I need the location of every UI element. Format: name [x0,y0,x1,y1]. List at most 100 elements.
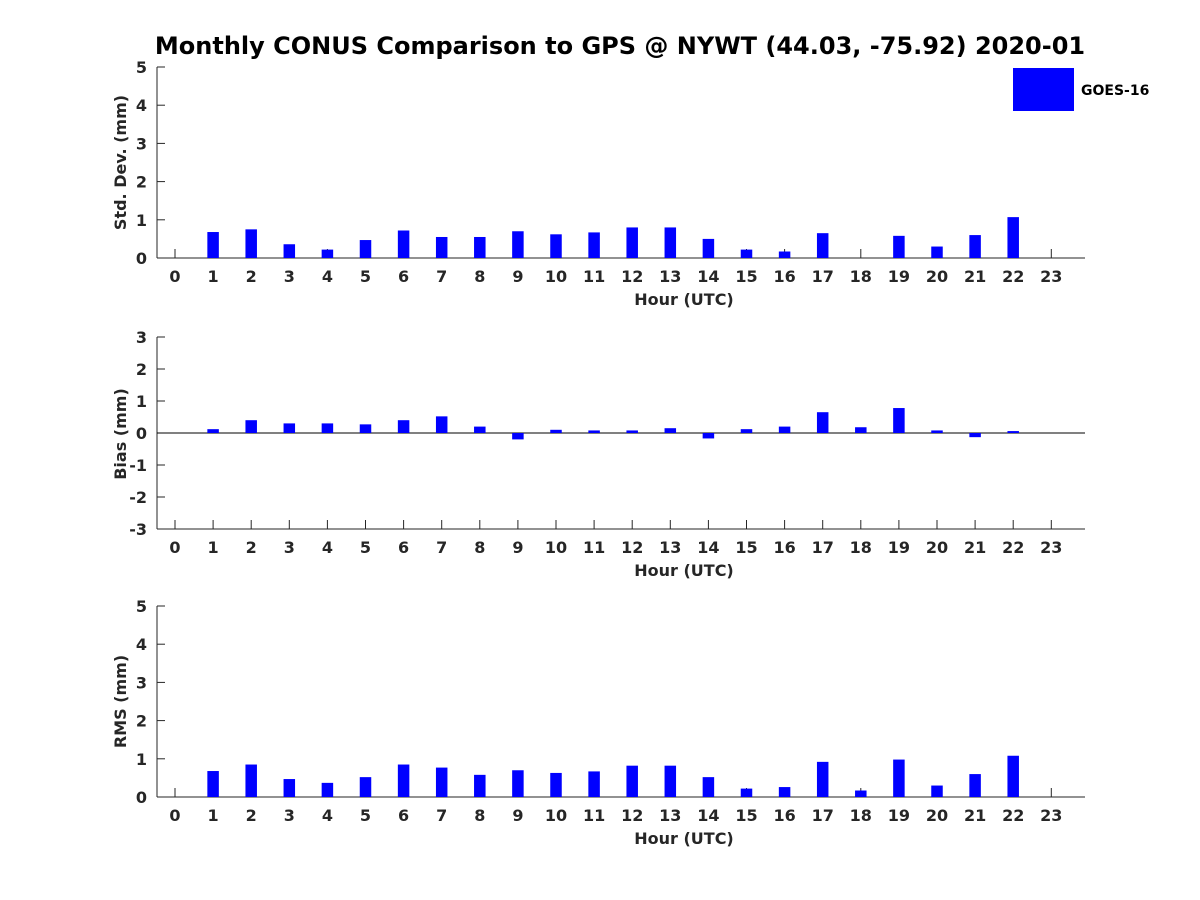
x-tick-label: 9 [512,538,523,557]
x-axis-label: Hour (UTC) [634,561,734,580]
x-tick-label: 18 [850,267,872,286]
y-tick-label: -2 [129,488,147,507]
bar-hour-7 [435,236,448,258]
x-tick-label: 11 [583,806,605,825]
bar-hour-10 [550,234,562,258]
y-tick-label: 0 [136,788,147,807]
bar-hour-4 [321,782,334,797]
x-tick-label: 2 [246,267,257,286]
x-tick-label: 1 [208,267,219,286]
bar-hour-1 [207,771,219,797]
x-tick-label: 22 [1002,806,1024,825]
x-tick-label: 14 [697,267,719,286]
bar-hour-1 [207,232,219,258]
bar-hour-21 [969,774,981,797]
y-tick-label: 1 [136,211,147,230]
y-tick-label: 1 [136,392,147,411]
x-tick-label: 21 [964,538,986,557]
legend: GOES-16 [1013,68,1149,111]
bar-hour-13 [664,428,677,433]
bar-hour-7 [435,767,448,797]
bar-hour-17 [816,233,829,258]
bar-hour-12 [626,430,638,433]
x-tick-label: 5 [360,267,371,286]
bar-hour-2 [245,420,257,433]
x-tick-label: 15 [735,806,757,825]
x-tick-label: 18 [850,806,872,825]
x-tick-label: 10 [545,267,567,286]
bar-hour-15 [740,788,753,797]
y-tick-label: 0 [136,249,147,268]
bar-hour-9 [512,433,524,440]
x-tick-label: 23 [1040,806,1062,825]
x-tick-label: 4 [322,538,333,557]
y-tick-label: 5 [136,597,147,616]
x-tick-label: 0 [169,267,180,286]
bar-hour-2 [245,229,257,258]
x-tick-label: 9 [512,806,523,825]
x-tick-label: 23 [1040,267,1062,286]
y-tick-label: 3 [136,328,147,347]
x-tick-label: 20 [926,538,948,557]
x-tick-label: 22 [1002,538,1024,557]
x-tick-label: 17 [812,538,834,557]
x-tick-label: 14 [697,806,719,825]
legend-label: GOES-16 [1081,83,1149,99]
x-tick-label: 0 [169,538,180,557]
bar-hour-20 [931,785,943,797]
bar-hour-10 [550,772,562,797]
x-tick-label: 8 [474,538,485,557]
x-tick-label: 3 [284,806,295,825]
bar-hour-14 [702,238,715,258]
x-tick-label: 16 [773,538,795,557]
x-tick-label: 1 [208,806,219,825]
bar-hour-5 [359,424,372,433]
bar-hour-19 [893,408,905,433]
bar-hour-1 [207,429,219,433]
x-tick-label: 13 [659,267,681,286]
bar-hour-11 [588,771,600,797]
x-tick-label: 8 [474,267,485,286]
bar-hour-20 [931,246,943,258]
x-tick-label: 2 [246,538,257,557]
y-tick-label: 4 [136,635,147,654]
x-tick-label: 4 [322,267,333,286]
bar-hour-5 [359,777,372,797]
y-tick-label: 2 [136,173,147,192]
x-tick-label: 7 [436,538,447,557]
x-tick-label: 11 [583,267,605,286]
bar-hour-22 [1007,755,1019,797]
x-tick-label: 21 [964,806,986,825]
x-tick-label: 2 [246,806,257,825]
bar-hour-22 [1007,217,1019,258]
x-tick-label: 16 [773,806,795,825]
x-tick-label: 11 [583,538,605,557]
x-tick-label: 10 [545,806,567,825]
x-tick-label: 6 [398,538,409,557]
bar-hour-18 [855,790,867,797]
y-tick-label: 1 [136,750,147,769]
bar-hour-7 [435,416,448,433]
bar-hour-8 [474,426,486,433]
x-tick-label: 21 [964,267,986,286]
bar-hour-3 [283,423,296,433]
x-tick-label: 12 [621,267,643,286]
x-axis-label: Hour (UTC) [634,829,734,848]
bar-hour-14 [702,433,715,439]
x-tick-label: 16 [773,267,795,286]
y-tick-label: -1 [129,456,147,475]
y-tick-label: 5 [136,58,147,77]
x-tick-label: 15 [735,267,757,286]
x-tick-label: 3 [284,538,295,557]
x-tick-label: 22 [1002,267,1024,286]
bar-hour-13 [664,227,677,258]
bar-hour-3 [283,779,296,797]
x-tick-label: 12 [621,538,643,557]
bar-hour-5 [359,240,372,258]
y-axis-label: Bias (mm) [111,388,130,480]
bar-hour-14 [702,777,715,797]
